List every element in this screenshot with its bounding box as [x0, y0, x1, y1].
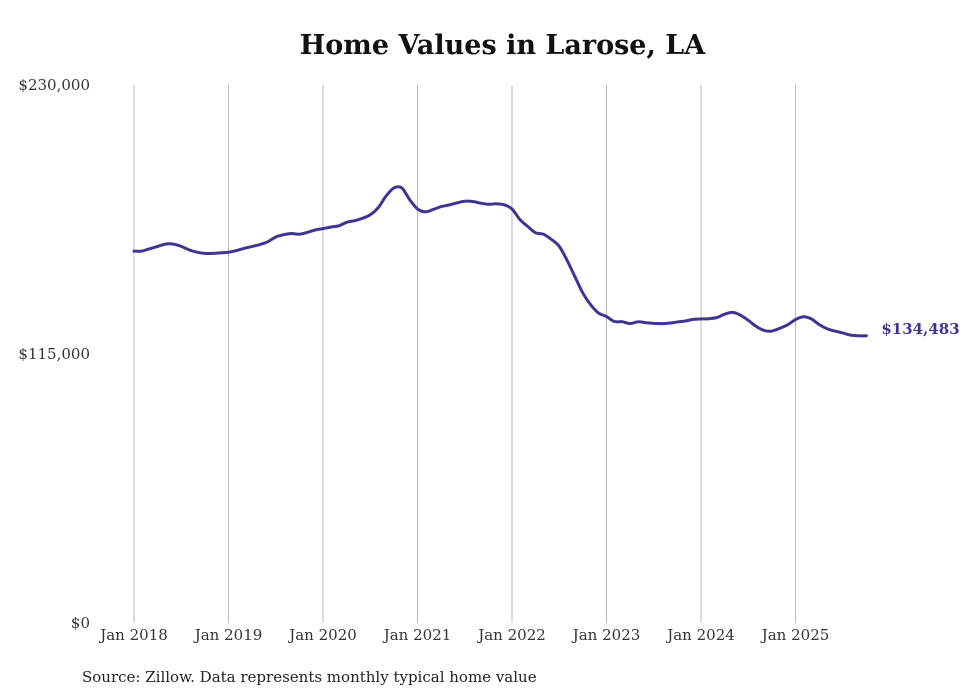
x-tick-label: Jan 2025 — [760, 626, 830, 644]
x-tick-label: Jan 2019 — [193, 626, 263, 644]
y-tick-label: $115,000 — [18, 345, 90, 363]
x-axis: Jan 2018 Jan 2019 Jan 2020 Jan 2021 Jan 2022… — [98, 626, 829, 644]
source-note: Source: Zillow. Data represents monthly … — [82, 668, 537, 686]
x-tick-label: Jan 2024 — [665, 626, 735, 644]
x-tick-label: Jan 2018 — [98, 626, 168, 644]
x-tick-label: Jan 2020 — [287, 626, 357, 644]
series-line-layer — [132, 185, 868, 338]
x-tick-label: Jan 2022 — [476, 626, 546, 644]
y-tick-label: $0 — [71, 614, 90, 632]
x-tick-label: Jan 2021 — [382, 626, 452, 644]
y-tick-label: $230,000 — [18, 76, 90, 94]
grid-lines — [133, 85, 796, 623]
home-value-line — [132, 185, 868, 338]
end-label-layer: $134,483 — [881, 320, 959, 338]
chart-title: Home Values in Larose, LA — [299, 30, 706, 61]
y-axis: $0 $115,000 $230,000 — [18, 76, 90, 632]
end-value-label: $134,483 — [881, 320, 959, 338]
x-tick-label: Jan 2023 — [571, 626, 641, 644]
